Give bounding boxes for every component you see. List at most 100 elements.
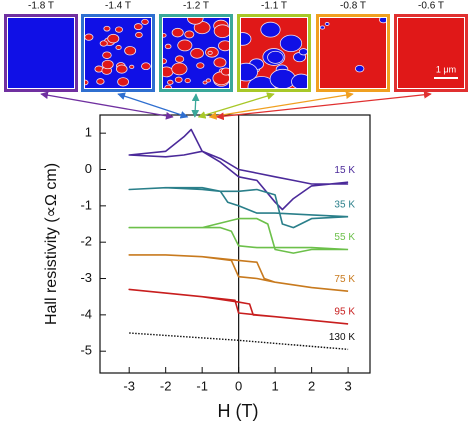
domain <box>213 24 229 38</box>
series-line <box>128 217 349 254</box>
domain <box>129 64 135 69</box>
domain <box>190 48 204 59</box>
y-tick-label: -5 <box>80 343 92 358</box>
scale-bar-label: 1 μm <box>436 64 456 74</box>
domain <box>291 73 307 88</box>
panel-border <box>316 14 390 92</box>
domain <box>164 43 172 50</box>
panel-label: -1.2 T <box>183 1 209 12</box>
series-label: 75 K <box>334 274 355 285</box>
domain <box>354 64 365 73</box>
domain <box>141 62 151 71</box>
panel-arrow <box>215 90 432 121</box>
domain <box>117 77 130 87</box>
domain <box>207 50 213 55</box>
series-label: 55 K <box>334 232 355 243</box>
panel-inner <box>397 17 465 89</box>
domain <box>260 21 281 38</box>
panel-inner <box>319 17 387 89</box>
y-axis-label: Hall resistivity (∝Ω cm) <box>43 163 60 325</box>
panel-arrow <box>117 92 189 119</box>
x-tick-label: 3 <box>344 378 351 393</box>
panel-image <box>85 18 151 88</box>
y-tick-label: 0 <box>85 161 92 176</box>
series-line <box>128 254 349 292</box>
panel-label: -1.1 T <box>261 1 287 12</box>
series-label: 35 K <box>334 199 355 210</box>
domain <box>184 78 191 84</box>
panel-border <box>237 14 311 92</box>
domain <box>213 57 227 68</box>
domain <box>115 26 123 33</box>
domain <box>103 25 111 32</box>
panel-label: -0.6 T <box>418 1 444 12</box>
domain <box>135 31 143 38</box>
domain <box>267 50 284 64</box>
domain <box>163 58 167 65</box>
panel-label: -0.8 T <box>340 1 366 12</box>
domain <box>205 78 211 83</box>
panel-inner <box>84 17 152 89</box>
domain <box>115 45 122 50</box>
series-label: 15 K <box>334 165 355 176</box>
panel-border <box>394 14 468 92</box>
domain <box>164 84 172 88</box>
panel-arrow <box>208 91 354 120</box>
domain <box>184 30 195 39</box>
domain <box>177 39 193 52</box>
panel-bg <box>398 18 464 88</box>
domain <box>269 68 296 88</box>
series-line <box>128 288 349 325</box>
domain <box>101 59 114 70</box>
domain <box>171 27 184 38</box>
domain <box>320 25 326 30</box>
panel-bg <box>320 18 386 88</box>
panel-image <box>8 18 74 88</box>
y-tick-label: 1 <box>85 125 92 140</box>
domain <box>187 18 204 25</box>
domain <box>85 33 94 41</box>
x-tick-label: 2 <box>308 378 315 393</box>
domain <box>279 34 303 53</box>
panel-border <box>4 14 78 92</box>
x-tick-label: -1 <box>196 378 208 393</box>
series-label: 130 K <box>329 332 355 343</box>
panel-image <box>320 18 386 88</box>
domain <box>85 79 89 86</box>
domain <box>107 33 120 44</box>
domain <box>241 32 252 46</box>
domain <box>133 23 143 31</box>
domain <box>163 33 167 38</box>
series-line <box>129 332 349 351</box>
domain <box>96 78 105 85</box>
y-tick-label: -4 <box>80 306 92 321</box>
panel-arrow <box>191 93 200 118</box>
x-tick-label: 1 <box>272 378 279 393</box>
panel-image <box>241 18 307 88</box>
domain <box>174 76 183 83</box>
domain <box>124 46 137 56</box>
domain <box>171 62 188 76</box>
panel-label: -1.4 T <box>105 1 131 12</box>
domain <box>141 18 149 25</box>
panel-image <box>398 18 464 88</box>
panel-image <box>163 18 229 88</box>
panel-bg <box>8 18 74 88</box>
x-tick-label: -3 <box>123 378 135 393</box>
panel-arrow <box>197 92 275 119</box>
domain <box>102 51 112 59</box>
x-tick-label: 0 <box>235 378 242 393</box>
y-tick-label: -1 <box>80 197 92 212</box>
domain <box>298 48 307 56</box>
series-line <box>128 186 349 229</box>
panel-inner <box>240 17 308 89</box>
domain <box>116 64 128 74</box>
panel-border <box>81 14 155 92</box>
y-tick-label: -2 <box>80 234 92 249</box>
y-tick-label: -3 <box>80 270 92 285</box>
series-label: 95 K <box>334 307 355 318</box>
domain <box>218 40 229 52</box>
panel-label: -1.8 T <box>28 1 54 12</box>
panel-border <box>159 14 233 92</box>
